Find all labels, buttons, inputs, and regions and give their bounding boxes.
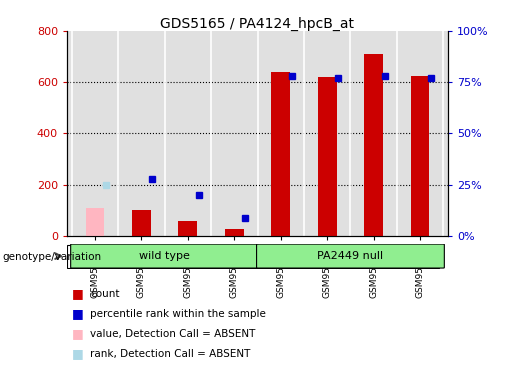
Text: rank, Detection Call = ABSENT: rank, Detection Call = ABSENT: [90, 349, 250, 359]
Text: count: count: [90, 289, 119, 299]
Text: wild type: wild type: [139, 251, 190, 261]
Text: ■: ■: [72, 287, 84, 300]
Text: ■: ■: [72, 327, 84, 340]
Text: ■: ■: [72, 347, 84, 360]
Text: value, Detection Call = ABSENT: value, Detection Call = ABSENT: [90, 329, 255, 339]
FancyBboxPatch shape: [71, 244, 259, 268]
Bar: [271, 72, 290, 236]
Bar: [85, 208, 104, 236]
Text: percentile rank within the sample: percentile rank within the sample: [90, 309, 266, 319]
Bar: [318, 77, 336, 236]
FancyBboxPatch shape: [256, 244, 444, 268]
Bar: [132, 210, 150, 236]
Text: PA2449 null: PA2449 null: [317, 251, 384, 261]
Text: genotype/variation: genotype/variation: [3, 252, 101, 262]
Text: GDS5165 / PA4124_hpcB_at: GDS5165 / PA4124_hpcB_at: [161, 17, 354, 31]
Bar: [365, 54, 383, 236]
Bar: [179, 221, 197, 236]
Bar: [225, 229, 244, 236]
Text: ■: ■: [72, 307, 84, 320]
Bar: [411, 76, 430, 236]
